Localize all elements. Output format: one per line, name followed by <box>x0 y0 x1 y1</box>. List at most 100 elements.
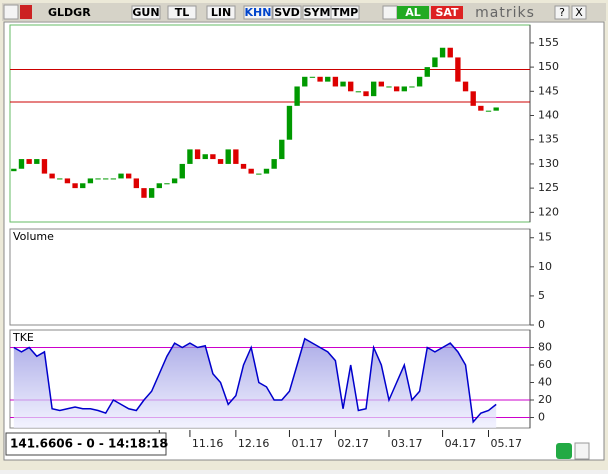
sell-button[interactable] <box>431 6 463 19</box>
candle <box>240 163 247 169</box>
candle <box>386 86 392 88</box>
buy-button[interactable] <box>397 6 429 19</box>
candle <box>171 178 178 184</box>
candle <box>309 76 316 78</box>
status-box <box>5 432 167 456</box>
panel-title: Volume <box>13 230 54 243</box>
y-tick-label: 15 <box>538 231 552 244</box>
candle <box>210 154 216 160</box>
buy-label[interactable]: AL <box>405 6 421 19</box>
candle <box>233 149 239 164</box>
candle <box>348 81 354 92</box>
candle <box>478 105 484 111</box>
sell-label[interactable]: SAT <box>435 6 459 19</box>
candle <box>49 173 55 179</box>
toolbar-button-label[interactable]: SVD <box>274 6 300 19</box>
candle <box>493 107 499 111</box>
panel <box>9 24 531 223</box>
toolbar-button-label[interactable]: TMP <box>332 6 359 19</box>
y-tick-label: 0 <box>538 411 545 424</box>
candle <box>164 183 170 185</box>
toolbar-button-label[interactable]: LIN <box>211 6 231 19</box>
x-tick-label: 05.17 <box>491 437 523 450</box>
candle <box>355 91 362 93</box>
candle <box>194 149 201 160</box>
x-tick-label: 02.17 <box>337 437 369 450</box>
symbol[interactable]: GLDGR <box>48 6 91 19</box>
candle <box>248 168 254 174</box>
toolbar-button-label[interactable]: GUN <box>132 6 159 19</box>
toolbar-button-label[interactable]: TL <box>175 6 190 19</box>
toolbar-button-label[interactable]: KHN <box>245 6 272 19</box>
area-fill <box>13 338 497 428</box>
status: 141.6606 - 0 - 14:18:18 <box>10 437 168 451</box>
toolbar-button[interactable] <box>272 5 302 20</box>
toolbar-button[interactable] <box>206 5 236 20</box>
candle <box>279 139 285 160</box>
refresh-button[interactable] <box>556 443 572 459</box>
y-tick-label: 135 <box>538 133 559 146</box>
candle <box>41 159 48 174</box>
scroll-button[interactable] <box>574 442 590 460</box>
y-tick-label: 125 <box>538 181 559 194</box>
candle <box>187 149 193 164</box>
y-tick-label: 0 <box>538 318 545 331</box>
y-tick-label: 60 <box>538 358 552 371</box>
candle <box>485 110 492 112</box>
candle <box>118 173 124 179</box>
x-tick-label: 12.16 <box>238 437 270 450</box>
candle <box>393 86 400 92</box>
x-tick-label: 03.17 <box>391 437 423 450</box>
close-button[interactable] <box>571 5 587 20</box>
candle <box>286 105 293 140</box>
y-tick-label: 120 <box>538 205 559 218</box>
x-tick-label: 01.17 <box>291 437 323 450</box>
toolbar-button[interactable] <box>131 5 161 20</box>
candle <box>455 57 461 82</box>
menu-icon[interactable] <box>3 4 19 20</box>
y-tick-label: 40 <box>538 376 552 389</box>
help-label[interactable]: ? <box>559 6 565 19</box>
y-tick-label: 155 <box>538 36 559 49</box>
candle <box>103 178 109 180</box>
candle <box>340 81 346 87</box>
candle <box>294 86 300 106</box>
candle <box>470 91 476 106</box>
y-tick-label: 80 <box>538 341 552 354</box>
candle <box>133 178 140 189</box>
toolbar-button[interactable] <box>330 5 360 20</box>
candle <box>57 178 63 180</box>
y-tick-label: 20 <box>538 393 552 406</box>
y-tick-label: 150 <box>538 60 559 73</box>
candle <box>87 178 94 184</box>
candle <box>72 183 78 189</box>
y-tick-label: 10 <box>538 260 552 273</box>
candle <box>217 159 224 164</box>
help-button[interactable] <box>554 5 570 20</box>
candle <box>256 173 262 175</box>
candle <box>26 159 32 164</box>
close-label[interactable]: X <box>575 6 583 19</box>
candle <box>332 76 339 87</box>
toolbar-button[interactable] <box>167 5 197 20</box>
edit-icon[interactable] <box>382 5 398 20</box>
candle <box>141 188 147 198</box>
x-tick-label: 04.17 <box>445 437 477 450</box>
candle <box>409 86 415 88</box>
flag-icon[interactable] <box>20 5 32 19</box>
candle <box>325 76 331 82</box>
toolbar-button[interactable] <box>243 5 273 20</box>
candle <box>363 91 369 97</box>
panel-title: TKE <box>12 331 34 344</box>
candle <box>156 183 162 189</box>
candle <box>462 81 469 92</box>
candle <box>302 76 308 87</box>
candle <box>202 154 208 160</box>
candle <box>401 86 407 92</box>
candle <box>64 178 71 184</box>
candle <box>447 47 453 58</box>
y-tick-label: 145 <box>538 84 559 97</box>
toolbar-button-label[interactable]: SYM <box>304 6 331 19</box>
